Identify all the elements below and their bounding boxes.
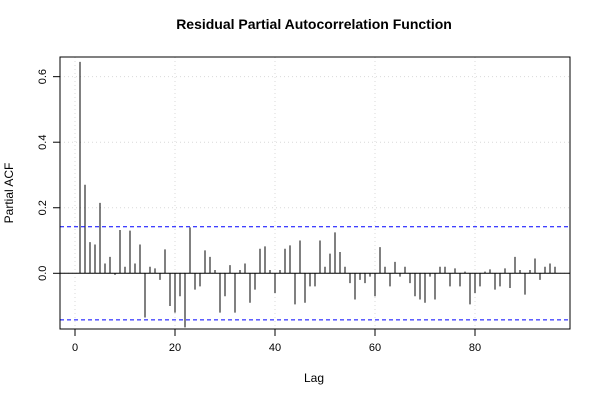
pacf-bars xyxy=(79,61,556,328)
x-axis: 0 20 40 60 80 xyxy=(72,328,481,354)
x-tick-label-60: 60 xyxy=(369,342,381,354)
plot-frame xyxy=(59,56,571,330)
chart-title: Residual Partial Autocorrelation Functio… xyxy=(176,16,452,32)
y-tick-label-0: 0.0 xyxy=(37,266,49,281)
x-tick-label-0: 0 xyxy=(72,342,78,354)
x-axis-label: Lag xyxy=(304,371,324,385)
confidence-limits xyxy=(60,226,570,321)
y-axis: 0.0 0.2 0.4 0.6 xyxy=(37,69,61,281)
x-tick-label-80: 80 xyxy=(469,342,481,354)
y-axis-label: Partial ACF xyxy=(2,163,16,224)
y-tick-label-2: 0.4 xyxy=(37,135,49,150)
grid-lines xyxy=(60,57,570,329)
y-tick-label-1: 0.2 xyxy=(37,200,49,215)
x-tick-label-40: 40 xyxy=(269,342,281,354)
x-tick-label-20: 20 xyxy=(169,342,181,354)
y-tick-label-3: 0.6 xyxy=(37,69,49,84)
